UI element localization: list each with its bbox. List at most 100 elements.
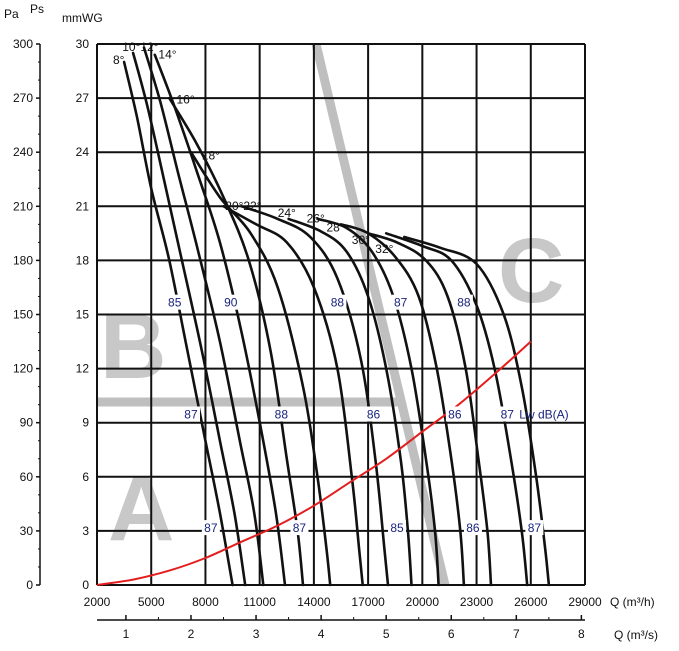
pa-tick-label: 210: [13, 199, 33, 213]
db-level-label: 87: [204, 521, 218, 535]
blade-angle-label: 12°: [140, 40, 158, 54]
db-label-background: [328, 294, 347, 310]
db-level-label: 88: [331, 296, 345, 310]
fan-curve-line: [366, 232, 493, 587]
blade-angle-label: 10°: [122, 40, 140, 54]
db-level-label: 86: [367, 407, 381, 421]
db-label-background: [454, 294, 473, 310]
q-m3h-tick-label: 2000: [84, 595, 111, 609]
ps-unit-label: Ps: [30, 2, 44, 16]
blade-angle-label: 26°: [307, 212, 325, 226]
q-m3h-tick-label: 14000: [297, 595, 331, 609]
blade-angle-label: 30°: [352, 233, 370, 247]
blade-angle-label: 18°: [202, 148, 220, 162]
db-level-label: 86: [448, 407, 462, 421]
db-level-label: 85: [390, 521, 404, 535]
mmwg-tick-label: 9: [82, 416, 89, 430]
fan-curve-line: [189, 150, 332, 587]
db-level-label: 88: [457, 296, 471, 310]
fan-curve-line: [403, 235, 551, 587]
blade-angle-label: 20°: [225, 199, 243, 213]
mmwg-tick-label: 30: [76, 37, 90, 51]
pa-tick-label: 120: [13, 362, 33, 376]
fan-curve-line: [168, 96, 305, 587]
fan-curve-line: [384, 232, 529, 587]
db-label-background: [388, 520, 407, 536]
fan-curve-line: [240, 205, 390, 587]
q-m3h-unit-label: Q (m³/h): [610, 595, 655, 609]
fan-curve-line: [339, 223, 466, 587]
mmwg-tick-label: 6: [82, 470, 89, 484]
q-m3h-tick-label: 11000: [243, 595, 276, 609]
pa-tick-label: 240: [13, 145, 33, 159]
q-m3s-tick-label: 8: [578, 627, 585, 641]
db-level-label: 90: [224, 296, 238, 310]
mmwg-tick-label: 18: [76, 253, 90, 267]
pa-tick-label: 30: [20, 524, 34, 538]
db-level-label: 87: [184, 407, 198, 421]
mmwg-tick-label: 21: [76, 199, 90, 213]
db-label-background: [272, 406, 291, 422]
fan-curve-line: [287, 217, 413, 587]
system-curve-line: [96, 340, 532, 586]
db-label-background: [391, 294, 410, 310]
fan-curve-line: [222, 205, 364, 587]
mmwg-tick-label: 15: [76, 308, 90, 322]
db-level-label: 87: [394, 296, 408, 310]
grid-layer: [96, 43, 586, 586]
db-label-background: [290, 520, 309, 536]
q-m3s-tick-label: 6: [448, 627, 455, 641]
db-level-label: 87: [293, 521, 307, 535]
zone-letter: B: [100, 296, 166, 398]
db-label-background: [181, 406, 200, 422]
axes-layer: 0369121518212427300306090120150180210240…: [13, 37, 602, 641]
fan-curves-layer: [96, 46, 551, 587]
db-label-background: [463, 520, 482, 536]
db-level-label: 87: [501, 407, 515, 421]
db-label-background: [498, 406, 517, 422]
fan-curve-line: [131, 51, 247, 587]
db-label-background: [525, 520, 544, 536]
mmwg-tick-label: 12: [76, 362, 90, 376]
blade-angle-label: 14°: [158, 47, 176, 61]
mmwg-unit-label: mmWG: [62, 11, 103, 25]
q-m3s-tick-label: 5: [383, 627, 390, 641]
fan-curve-line: [316, 217, 440, 587]
blade-angle-label: 32°: [375, 242, 393, 256]
fan-curve-line: [142, 46, 265, 587]
blade-angle-label: 24°: [278, 206, 296, 220]
db-label-background: [165, 294, 184, 310]
blade-angle-label: 8°: [113, 53, 125, 67]
q-m3s-tick-label: 2: [188, 627, 195, 641]
blade-angle-label: 28°: [326, 221, 344, 235]
q-m3h-tick-label: 23000: [460, 595, 494, 609]
q-m3s-tick-label: 7: [513, 627, 520, 641]
q-m3h-tick-label: 29000: [568, 595, 602, 609]
pa-tick-label: 180: [13, 253, 33, 267]
fan-curve-line: [122, 60, 234, 587]
db-level-label: 88: [275, 407, 289, 421]
pa-tick-label: 60: [20, 470, 34, 484]
pa-tick-label: 300: [13, 37, 33, 51]
mmwg-tick-label: 24: [76, 145, 90, 159]
q-m3s-tick-label: 1: [123, 627, 130, 641]
pa-tick-label: 0: [26, 578, 33, 592]
q-m3s-tick-label: 4: [318, 627, 325, 641]
db-level-label: 87: [528, 521, 542, 535]
db-level-label: 86: [466, 521, 480, 535]
pa-tick-label: 150: [13, 308, 33, 322]
q-m3h-tick-label: 8000: [192, 595, 219, 609]
db-label-background: [445, 406, 464, 422]
q-m3h-tick-label: 5000: [138, 595, 165, 609]
q-m3h-tick-label: 17000: [351, 595, 385, 609]
q-m3h-tick-label: 26000: [514, 595, 548, 609]
db-label-background: [364, 406, 383, 422]
q-m3h-tick-label: 20000: [406, 595, 440, 609]
db-level-label: 85: [168, 296, 182, 310]
pa-tick-label: 90: [20, 416, 34, 430]
mmwg-tick-label: 27: [76, 91, 90, 105]
labels-layer: 85 90 88 87 88 87 88 86 86 87 87 87 85 86 87 Lw dB(A) 8°…: [113, 40, 569, 536]
pa-tick-label: 270: [13, 91, 33, 105]
